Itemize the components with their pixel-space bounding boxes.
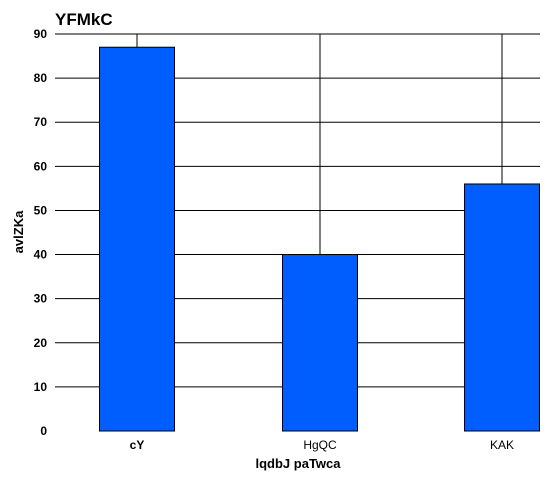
x-axis-ticks: cY HgQC KAK <box>130 438 514 452</box>
bar-cY <box>99 46 175 432</box>
y-axis-ticks: 0 10 20 30 40 50 60 70 80 90 <box>34 27 48 438</box>
y-tick-label: 70 <box>34 115 48 129</box>
x-tick-label: HgQC <box>303 438 337 452</box>
y-tick-label: 20 <box>34 336 48 350</box>
y-tick-label: 80 <box>34 71 48 85</box>
x-tick-label: cY <box>130 438 145 452</box>
y-axis-title: avlZKa <box>11 210 26 253</box>
bar-KAK <box>464 183 540 432</box>
y-tick-label: 90 <box>34 27 48 41</box>
y-tick-label: 50 <box>34 203 48 217</box>
bar-layer <box>99 46 540 432</box>
y-tick-label: 10 <box>34 380 48 394</box>
x-tick-label: KAK <box>490 438 514 452</box>
x-axis-title: lqdbJ paTwca <box>256 456 342 471</box>
y-tick-label: 30 <box>34 292 48 306</box>
chart-title: YFMkC <box>55 10 113 29</box>
y-tick-label: 60 <box>34 159 48 173</box>
y-tick-label: 40 <box>34 248 48 262</box>
bar-HgQC <box>282 254 358 432</box>
y-tick-label: 0 <box>40 424 47 438</box>
